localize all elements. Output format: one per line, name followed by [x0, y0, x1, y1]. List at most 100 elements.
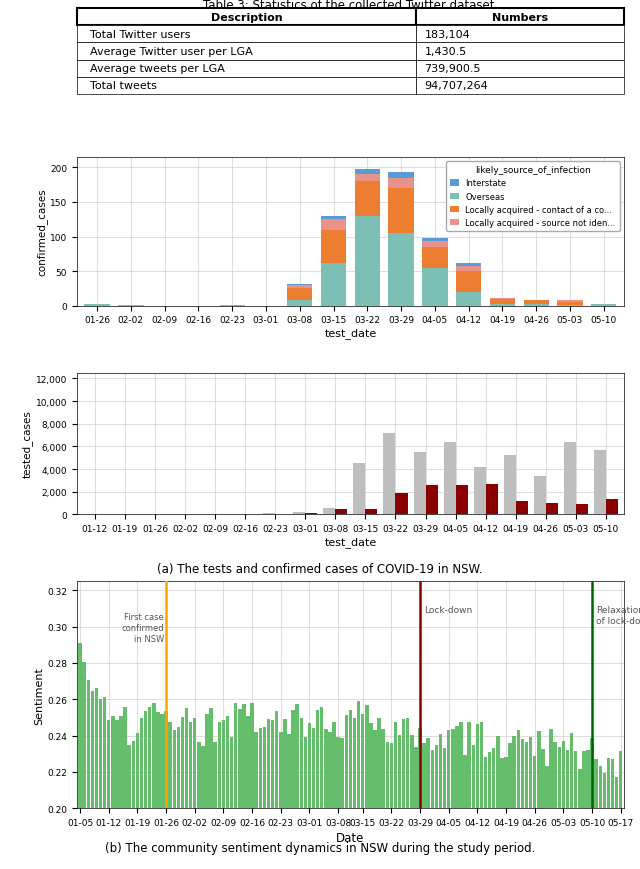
- Bar: [91, 691, 94, 869]
- Y-axis label: confirmed_cases: confirmed_cases: [36, 189, 47, 275]
- Bar: [344, 715, 348, 869]
- Bar: [115, 720, 118, 869]
- Bar: [355, 216, 380, 307]
- Bar: [201, 746, 205, 869]
- Bar: [323, 508, 335, 514]
- Bar: [214, 742, 217, 869]
- Bar: [238, 709, 241, 869]
- Text: First case
confirmed
in NSW: First case confirmed in NSW: [122, 613, 164, 644]
- Bar: [422, 242, 447, 248]
- Bar: [321, 263, 346, 307]
- Bar: [365, 705, 369, 869]
- Bar: [422, 269, 447, 307]
- Bar: [86, 680, 90, 869]
- Bar: [476, 725, 479, 869]
- Bar: [140, 718, 143, 869]
- Bar: [516, 501, 528, 514]
- Legend: Interstate, Overseas, Locally acquired - contact of a co..., Locally acquired - : Interstate, Overseas, Locally acquired -…: [446, 162, 620, 232]
- Bar: [321, 220, 346, 230]
- Bar: [529, 738, 532, 869]
- Bar: [406, 718, 410, 869]
- Bar: [422, 743, 426, 869]
- Bar: [293, 513, 305, 514]
- Bar: [484, 757, 487, 869]
- Bar: [443, 748, 446, 869]
- Bar: [291, 711, 295, 869]
- Bar: [490, 304, 515, 307]
- Bar: [402, 719, 405, 869]
- Bar: [578, 769, 582, 869]
- Bar: [603, 773, 606, 869]
- X-axis label: test_date: test_date: [324, 328, 376, 339]
- Bar: [467, 722, 471, 869]
- Bar: [456, 486, 468, 514]
- Bar: [516, 730, 520, 869]
- Bar: [287, 284, 312, 286]
- Bar: [365, 509, 378, 514]
- Bar: [388, 234, 413, 307]
- Bar: [185, 707, 188, 869]
- Bar: [521, 739, 524, 869]
- Bar: [262, 727, 266, 869]
- Bar: [226, 716, 229, 869]
- Bar: [177, 726, 180, 869]
- X-axis label: test_date: test_date: [324, 536, 376, 547]
- Bar: [197, 742, 200, 869]
- Bar: [444, 442, 456, 514]
- Bar: [456, 266, 481, 272]
- Bar: [383, 434, 396, 514]
- Bar: [189, 722, 193, 869]
- Bar: [124, 707, 127, 869]
- X-axis label: Date: Date: [336, 831, 365, 844]
- Bar: [193, 719, 196, 869]
- Bar: [582, 751, 586, 869]
- Bar: [308, 724, 311, 869]
- Bar: [337, 737, 340, 869]
- Text: (a) The tests and confirmed cases of COVID-19 in NSW.: (a) The tests and confirmed cases of COV…: [157, 563, 483, 575]
- Bar: [534, 476, 546, 514]
- Bar: [524, 305, 549, 307]
- Bar: [209, 709, 213, 869]
- Bar: [78, 643, 82, 869]
- Bar: [545, 766, 548, 869]
- Bar: [164, 711, 168, 869]
- Bar: [619, 752, 623, 869]
- Bar: [496, 736, 500, 869]
- Bar: [439, 734, 442, 869]
- Bar: [524, 301, 549, 305]
- Text: Relaxation
of lock-down: Relaxation of lock-down: [596, 605, 640, 626]
- Bar: [283, 719, 287, 869]
- Y-axis label: tested_cases: tested_cases: [22, 410, 33, 478]
- Bar: [546, 503, 558, 514]
- Bar: [456, 293, 481, 307]
- Bar: [349, 710, 352, 869]
- Bar: [99, 700, 102, 869]
- Bar: [455, 726, 459, 869]
- Bar: [586, 750, 589, 869]
- Bar: [328, 732, 332, 869]
- Bar: [394, 722, 397, 869]
- Bar: [422, 239, 447, 242]
- Text: (b) The community sentiment dynamics in NSW during the study period.: (b) The community sentiment dynamics in …: [105, 841, 535, 853]
- Bar: [107, 720, 111, 869]
- Bar: [488, 752, 492, 869]
- Bar: [385, 742, 389, 869]
- Bar: [361, 714, 364, 869]
- Bar: [598, 766, 602, 869]
- Bar: [340, 739, 344, 869]
- Bar: [355, 169, 380, 175]
- Bar: [435, 746, 438, 869]
- Bar: [410, 735, 413, 869]
- Bar: [607, 759, 610, 869]
- Bar: [537, 731, 541, 869]
- Bar: [419, 728, 422, 869]
- Bar: [95, 688, 98, 869]
- Bar: [246, 716, 250, 869]
- Bar: [316, 710, 319, 869]
- Bar: [287, 301, 312, 307]
- Bar: [549, 729, 553, 869]
- Bar: [422, 248, 447, 269]
- Bar: [218, 722, 221, 869]
- Bar: [541, 749, 545, 869]
- Bar: [250, 704, 254, 869]
